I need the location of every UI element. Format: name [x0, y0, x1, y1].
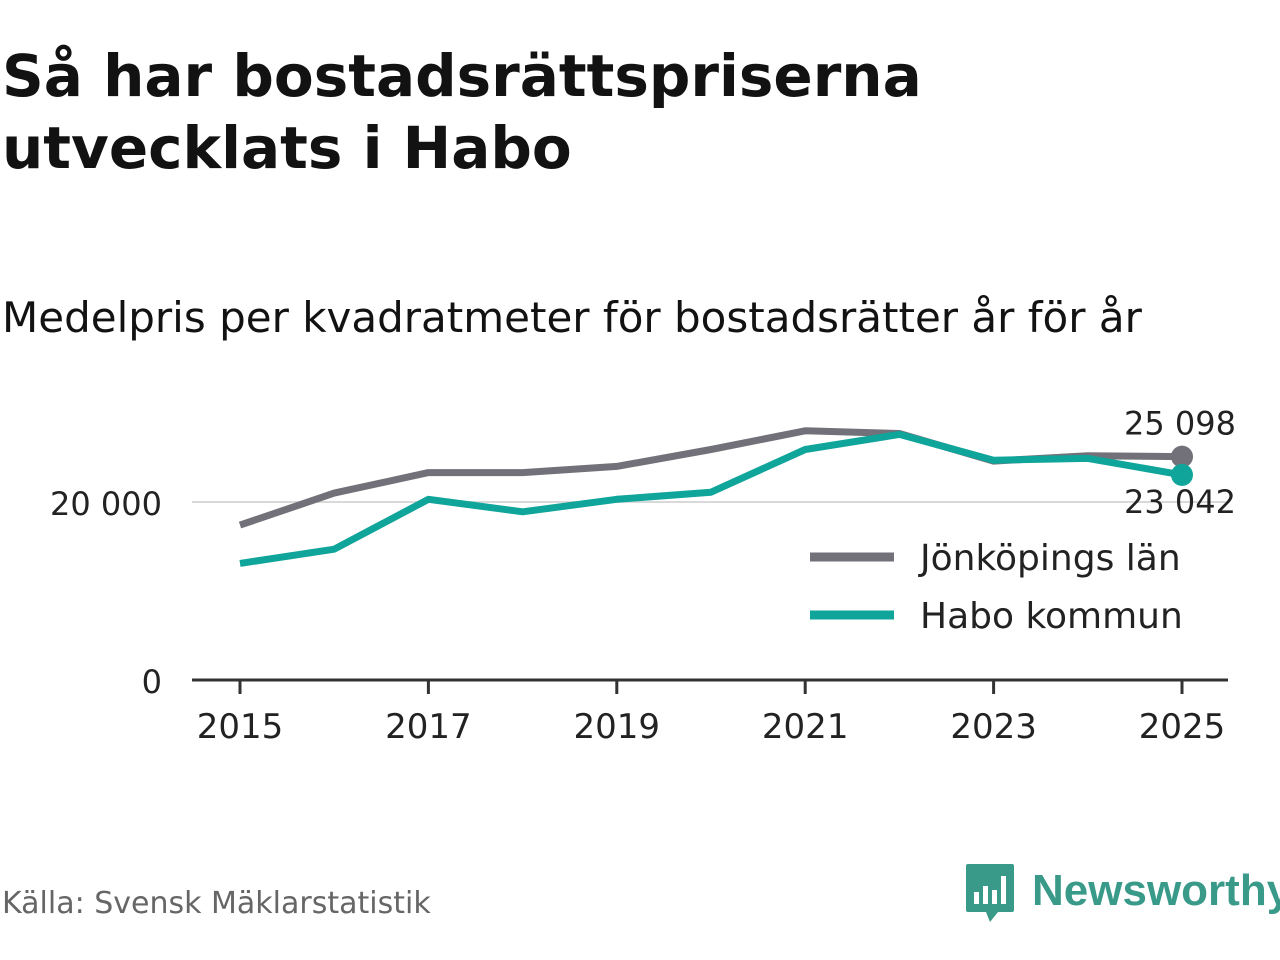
newsworthy-logo: Newsworthy — [964, 862, 1280, 928]
x-tick-label: 2023 — [950, 707, 1037, 747]
end-point-lan — [1171, 445, 1193, 468]
chart-subtitle: Medelpris per kvadratmeter för bostadsrä… — [2, 293, 1142, 342]
series-line-lan — [238, 427, 1183, 529]
line-chart: 0 20 000 2015 2017 2019 2021 2023 2025 25 098 23 … — [50, 405, 1236, 747]
x-tick-label: 2021 — [762, 707, 849, 747]
chart-title: Så har bostadsrättspriserna utvecklats i… — [2, 42, 922, 182]
y-tick-label: 0 — [142, 663, 162, 701]
x-tick-label: 2017 — [385, 707, 472, 747]
x-tick-label: 2015 — [197, 707, 284, 747]
y-tick-label: 20 000 — [50, 485, 162, 523]
newsworthy-logo-icon — [966, 864, 1014, 922]
legend-label-lan: Jönköpings län — [918, 538, 1181, 579]
legend-label-kommun: Habo kommun — [920, 596, 1183, 637]
x-tick-label: 2019 — [574, 707, 661, 747]
end-point-kommun — [1171, 463, 1193, 486]
series-line-kommun — [239, 430, 1183, 567]
source-note: Källa: Svensk Mäklarstatistik — [2, 886, 431, 921]
x-tick-label: 2025 — [1139, 707, 1226, 747]
brand-name: Newsworthy — [1032, 866, 1280, 915]
end-label-lan: 25 098 — [1124, 405, 1236, 443]
end-label-kommun: 23 042 — [1124, 483, 1236, 521]
